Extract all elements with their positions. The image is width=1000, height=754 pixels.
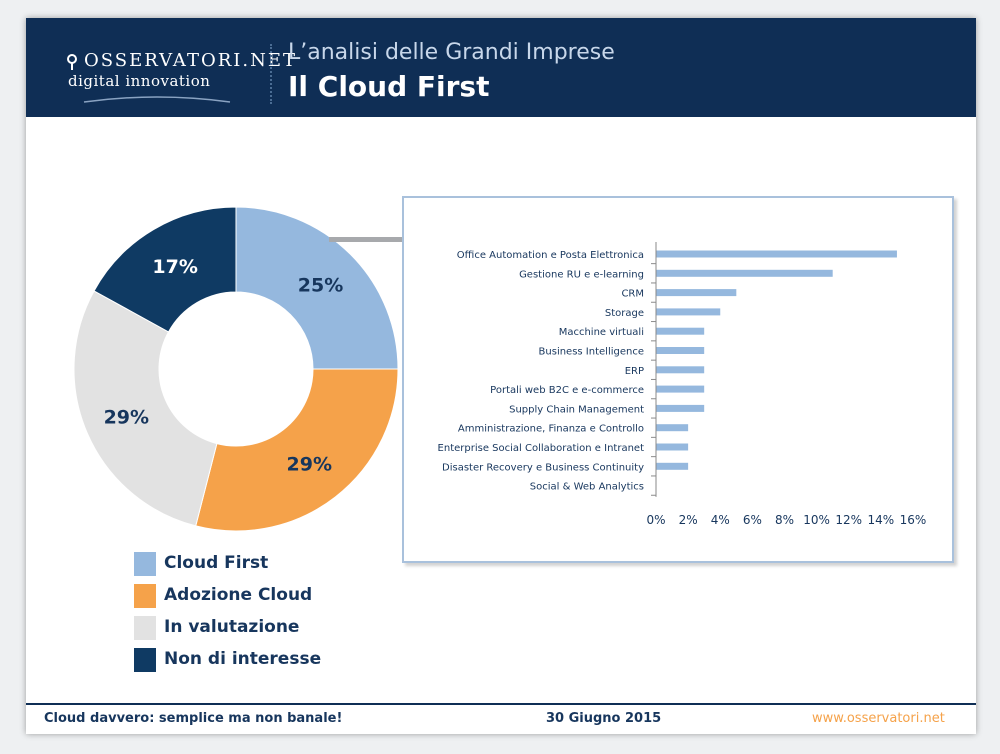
pie-label-non-di-interesse: 17% bbox=[152, 256, 197, 278]
bar bbox=[656, 308, 721, 316]
pie-slice-adozione-cloud bbox=[195, 368, 399, 532]
legend-swatch bbox=[134, 648, 156, 672]
legend-item-non-di-interesse: Non di interesse bbox=[134, 647, 354, 675]
footer-date: 30 Giugno 2015 bbox=[546, 711, 662, 726]
logo: OSSERVATORI.NET digital innovation bbox=[62, 48, 295, 108]
x-tick-label: 2% bbox=[679, 513, 698, 527]
legend-label: Adozione Cloud bbox=[164, 585, 313, 605]
legend-label: Non di interesse bbox=[164, 649, 322, 669]
page-subtitle: L’analisi delle Grandi Imprese bbox=[288, 40, 615, 65]
x-tick-label: 4% bbox=[711, 513, 730, 527]
bar-category-label: Social & Web Analytics bbox=[530, 482, 644, 493]
header-bar: OSSERVATORI.NET digital innovation L’ana… bbox=[26, 18, 976, 117]
legend-item-in-valutazione: In valutazione bbox=[134, 615, 354, 643]
legend-item-cloud-first: Cloud First bbox=[134, 551, 354, 579]
footer-divider bbox=[26, 703, 976, 705]
x-tick-label: 12% bbox=[835, 513, 862, 527]
pie-label-in-valutazione: 29% bbox=[104, 406, 149, 428]
legend-item-adozione-cloud: Adozione Cloud bbox=[134, 583, 354, 611]
bar bbox=[656, 385, 705, 393]
bar bbox=[656, 366, 705, 374]
bar bbox=[656, 404, 705, 412]
logo-swoosh bbox=[83, 96, 231, 103]
slide: OSSERVATORI.NET digital innovation L’ana… bbox=[26, 18, 976, 734]
pie-label-cloud-first: 25% bbox=[298, 275, 343, 297]
page-title: Il Cloud First bbox=[288, 70, 490, 103]
pie-slice-non-di-interesse bbox=[93, 206, 237, 333]
bar bbox=[656, 462, 689, 470]
brand-name: OSSERVATORI.NET bbox=[84, 50, 297, 71]
bar bbox=[656, 424, 689, 432]
footer-tagline: Cloud davvero: semplice ma non banale! bbox=[44, 711, 343, 726]
bar bbox=[656, 289, 737, 297]
x-tick-label: 8% bbox=[775, 513, 794, 527]
bar bbox=[656, 250, 897, 258]
bar-category-label: Storage bbox=[605, 308, 644, 319]
bar-category-label: Business Intelligence bbox=[539, 347, 644, 358]
bar bbox=[656, 347, 705, 354]
pie-slice-cloud-first bbox=[235, 206, 399, 370]
brand-sub: digital innovation bbox=[68, 72, 211, 90]
x-tick-label: 16% bbox=[900, 513, 927, 527]
header-divider bbox=[270, 44, 272, 104]
bar-category-label: Enterprise Social Collaboration e Intran… bbox=[438, 443, 645, 454]
bar-chart-panel: Office Automation e Posta Elettronica Ges… bbox=[402, 196, 954, 563]
x-tick-label: 6% bbox=[743, 513, 762, 527]
bar-category-label: Portali web B2C e e-commerce bbox=[490, 385, 644, 396]
legend-swatch bbox=[134, 616, 156, 640]
bar-category-label: Amministrazione, Finanza e Controllo bbox=[458, 424, 644, 435]
x-tick-label: 14% bbox=[868, 513, 895, 527]
x-tick-label: 0% bbox=[646, 513, 665, 527]
bar-category-label: Office Automation e Posta Elettronica bbox=[457, 250, 644, 261]
x-tick-label: 10% bbox=[803, 513, 830, 527]
bar bbox=[656, 327, 705, 335]
bar-category-label: Macchine virtuali bbox=[559, 327, 644, 338]
donut-chart: 25% 29% 29% 17% bbox=[73, 206, 399, 532]
footer-website[interactable]: www.osservatori.net bbox=[812, 711, 945, 726]
bar-chart: Office Automation e Posta Elettronica Ges… bbox=[438, 242, 927, 527]
legend-swatch bbox=[134, 584, 156, 608]
key-icon bbox=[67, 54, 77, 70]
bar bbox=[656, 269, 833, 277]
pie-label-adozione-cloud: 29% bbox=[287, 453, 332, 475]
bar-category-label: Supply Chain Management bbox=[509, 404, 644, 415]
connector-line bbox=[329, 237, 404, 242]
bar bbox=[656, 443, 689, 451]
legend-label: Cloud First bbox=[164, 553, 269, 573]
bar-category-label: ERP bbox=[625, 366, 644, 377]
bar-category-label: Disaster Recovery e Business Continuity bbox=[442, 462, 644, 473]
bar-category-label: Gestione RU e e-learning bbox=[519, 269, 644, 280]
legend-label: In valutazione bbox=[164, 617, 300, 637]
pie-slice-in-valutazione bbox=[73, 290, 218, 527]
legend-swatch bbox=[134, 552, 156, 576]
bar-category-label: CRM bbox=[621, 289, 644, 300]
